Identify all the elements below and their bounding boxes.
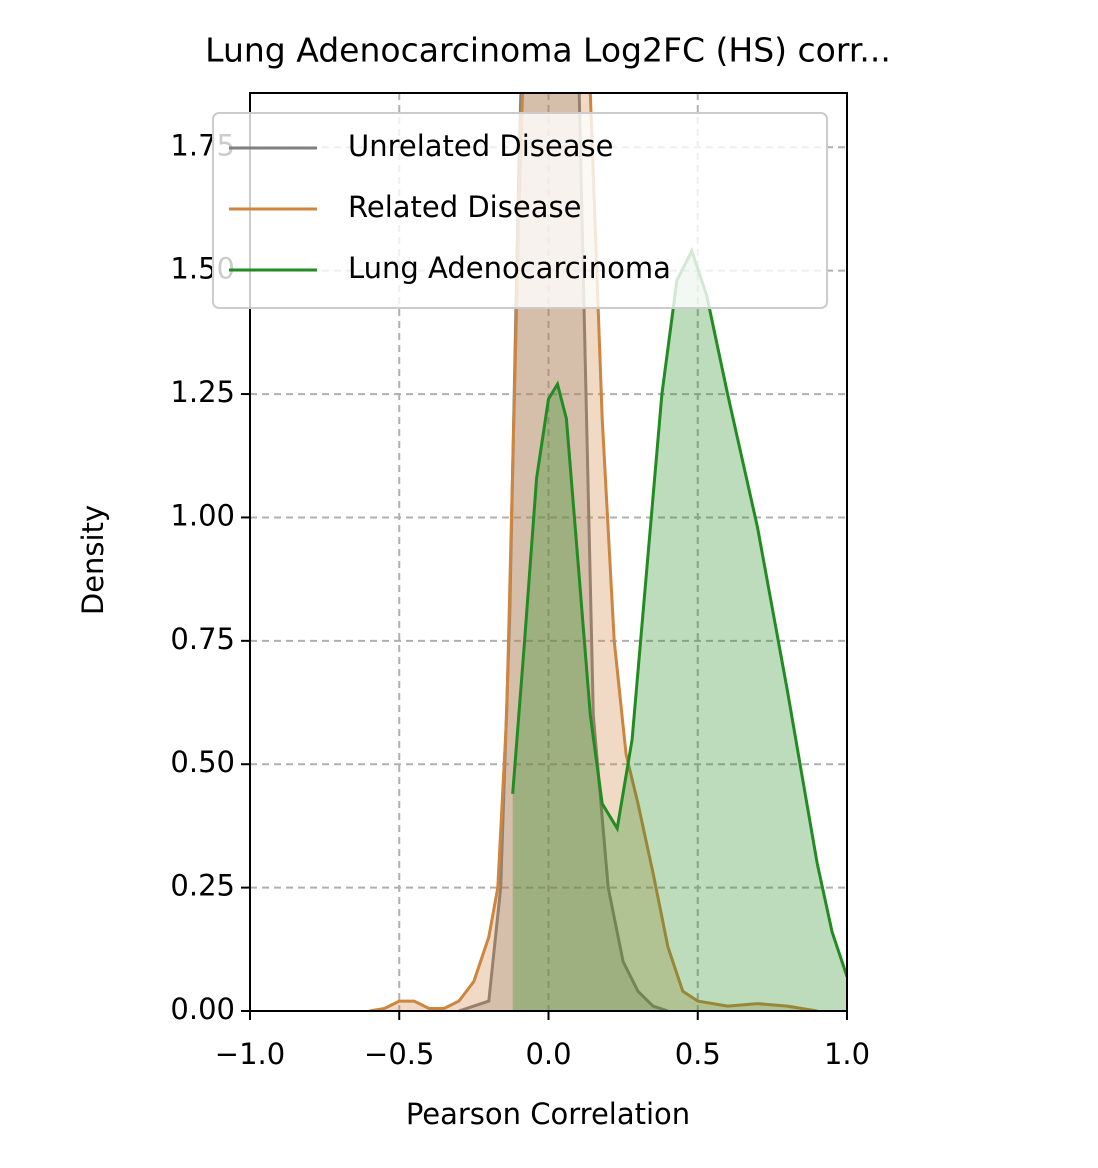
legend-label: Related Disease xyxy=(348,190,581,224)
density-area xyxy=(369,93,818,1011)
density-line xyxy=(369,93,818,1011)
x-tick-label: 1.0 xyxy=(824,1037,870,1071)
x-tick-label: −1.0 xyxy=(215,1037,285,1071)
y-tick-label: 0.50 xyxy=(170,745,235,779)
y-axis-label: Density xyxy=(76,505,110,615)
x-tick-label: −0.5 xyxy=(364,1037,434,1071)
x-tick-label: 0.0 xyxy=(525,1037,571,1071)
legend: Unrelated Disease Related Disease Lung Ade… xyxy=(212,112,828,309)
y-tick-label: 1.00 xyxy=(170,498,235,532)
legend-label: Lung Adenocarcinoma xyxy=(348,251,671,285)
chart-title: Lung Adenocarcinoma Log2FC (HS) corr... xyxy=(205,31,891,70)
y-tick-label: 0.00 xyxy=(170,992,235,1026)
legend-box xyxy=(212,112,828,309)
x-axis-label: Pearson Correlation xyxy=(406,1097,690,1131)
y-tick-label: 1.25 xyxy=(170,375,235,409)
plot-area xyxy=(369,93,847,1011)
y-tick-label: 0.25 xyxy=(170,869,235,903)
density-area xyxy=(512,250,847,1011)
density-line xyxy=(511,247,847,977)
y-tick-label: 0.75 xyxy=(170,622,235,656)
legend-label: Unrelated Disease xyxy=(348,129,613,163)
density-area xyxy=(458,93,668,1011)
x-tick-label: 0.5 xyxy=(675,1037,721,1071)
